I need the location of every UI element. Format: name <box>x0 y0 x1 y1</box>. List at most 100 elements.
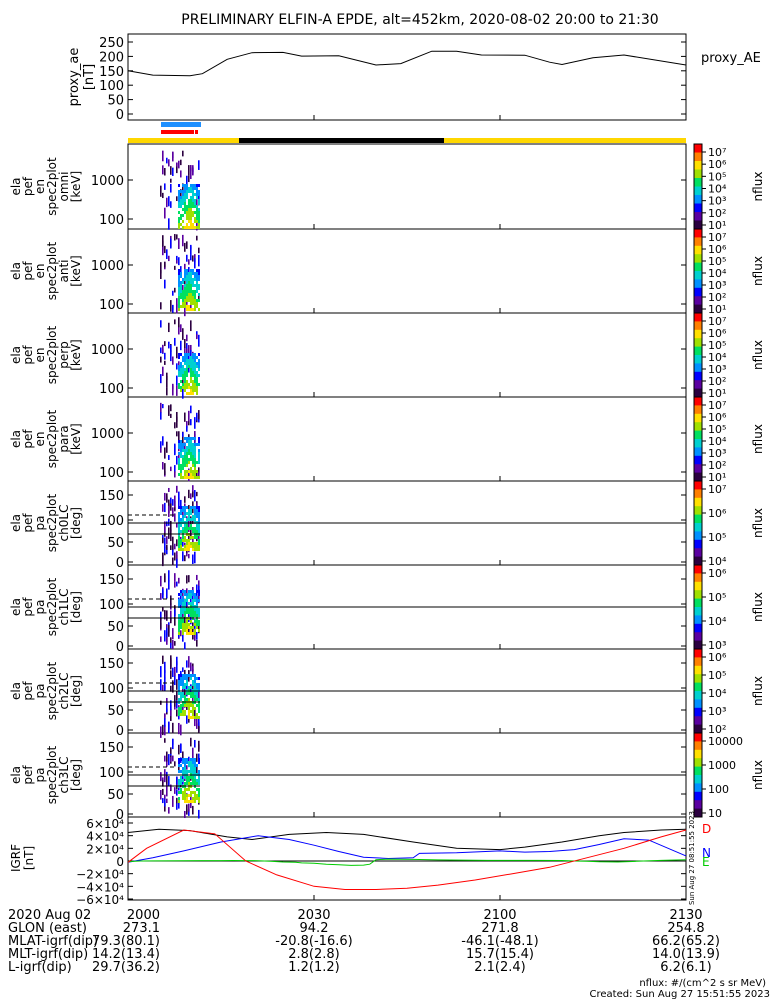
spectrogram-cell <box>162 552 164 565</box>
spectrogram-cell <box>178 764 180 771</box>
spectrogram-cell <box>170 756 172 762</box>
spectrogram-core-cell <box>190 455 192 458</box>
spectrogram-core-cell <box>182 458 184 461</box>
spectrogram-core-cell <box>180 698 182 701</box>
spectrogram-core-cell <box>194 527 196 530</box>
spectrogram-cell <box>160 790 162 800</box>
spectrogram-core-cell <box>192 296 194 299</box>
spectrogram-core-cell <box>198 800 200 803</box>
spectrogram-cell <box>188 521 190 532</box>
spectrogram-core-cell <box>184 202 186 205</box>
spectrogram-core-cell <box>182 602 184 605</box>
spectrogram-core-cell <box>184 509 186 512</box>
spectrogram-core-cell <box>184 782 186 785</box>
panel-ylabel: ch0LC <box>57 505 71 542</box>
spectrogram-core-cell <box>198 527 200 530</box>
spectrogram-core-cell <box>192 392 194 395</box>
spectrogram-core-cell <box>194 449 196 452</box>
spectrogram-core-cell <box>180 389 182 392</box>
panel-ylabel: para <box>57 425 71 452</box>
spectrogram-core-cell <box>194 776 196 779</box>
spectrogram-cell <box>166 637 168 645</box>
spectrogram-core-cell <box>192 383 194 386</box>
spectrogram-core-cell <box>198 190 200 193</box>
spectrogram-core-cell <box>180 599 182 602</box>
panel-frame-en_para <box>127 396 687 482</box>
spectrogram-core-cell <box>194 677 196 680</box>
colorbar-unit: nflux <box>751 676 765 706</box>
spectrogram-core-cell <box>192 281 194 284</box>
spectrogram-core-cell <box>182 202 184 205</box>
spectrogram-cell <box>162 798 164 804</box>
spectrogram-core-cell <box>188 509 190 512</box>
spectrogram-core-cell <box>180 512 182 515</box>
spectrogram-cell <box>186 804 188 813</box>
colorbar-segment <box>694 741 702 751</box>
spectrogram-core-cell <box>180 674 182 677</box>
spectrogram-core-cell <box>184 464 186 467</box>
spectrogram-core-cell <box>198 614 200 617</box>
spectrogram-core-cell <box>198 776 200 779</box>
spectrogram-cell <box>170 595 172 606</box>
spectrogram-cell <box>160 636 162 642</box>
spectrogram-core-cell <box>184 296 186 299</box>
spectrogram-cell <box>172 356 174 365</box>
spectrogram-cell <box>166 697 168 705</box>
spectrogram-core-cell <box>178 761 180 764</box>
spectrogram-cell <box>188 803 190 812</box>
spectrogram-core-cell <box>192 443 194 446</box>
spectrogram-core-cell <box>182 761 184 764</box>
spectrogram-core-cell <box>184 530 186 533</box>
spectrogram-core-cell <box>186 545 188 548</box>
spectrogram-core-cell <box>188 788 190 791</box>
collection-bar-end <box>195 130 198 134</box>
spectrogram-cell <box>166 610 168 621</box>
spectrogram-core-cell <box>186 284 188 287</box>
spectrogram-core-cell <box>196 281 198 284</box>
spectrogram-core-cell <box>186 362 188 365</box>
spectrogram-core-cell <box>180 223 182 226</box>
spectrogram-core-cell <box>194 782 196 785</box>
spectrogram-core-cell <box>184 305 186 308</box>
spectrogram-cell <box>190 320 192 332</box>
panel-ytick-label: 0 <box>116 808 124 823</box>
spectrogram-core-cell <box>194 470 196 473</box>
spectrogram-core-cell <box>180 284 182 287</box>
spectrogram-cell <box>194 490 196 502</box>
spectrogram-core-cell <box>186 281 188 284</box>
spectrogram-core-cell <box>192 545 194 548</box>
colorbar-segment <box>694 296 702 306</box>
spectrogram-core-cell <box>196 389 198 392</box>
colorbar-segment <box>694 489 702 499</box>
spectrogram-cell <box>170 529 172 542</box>
panel-frame-en_omni <box>127 143 687 230</box>
spectrogram-core-cell <box>194 293 196 296</box>
spectrogram-cell <box>176 196 178 201</box>
spectrogram-cell <box>164 245 166 254</box>
spectrogram-core-cell <box>184 794 186 797</box>
spectrogram-core-cell <box>180 758 182 761</box>
spectrogram-core-cell <box>186 374 188 377</box>
spectrogram-cell <box>170 413 172 418</box>
spectrogram-core-cell <box>188 290 190 293</box>
spectrogram-cell <box>186 765 188 770</box>
spectrogram-core-cell <box>188 794 190 797</box>
panel-ylabel: [keV] <box>69 255 83 286</box>
spectrogram-core-cell <box>198 374 200 377</box>
spectrogram-cell <box>176 375 178 386</box>
spectrogram-cell <box>166 627 168 638</box>
spectrogram-core-cell <box>182 506 184 509</box>
colorbar-label: 10⁵ <box>708 591 726 604</box>
spectrogram-core-cell <box>190 269 192 272</box>
spectrogram-core-cell <box>180 455 182 458</box>
proxy-ae-ylabel: proxy_ae <box>67 48 82 107</box>
spectrogram-cell <box>164 661 166 673</box>
spectrogram-core-cell <box>194 467 196 470</box>
spectrogram-cell <box>172 795 174 807</box>
spectrogram-cell <box>176 385 178 396</box>
spectrogram-core-cell <box>178 782 180 785</box>
spectrogram-cell <box>196 491 198 497</box>
panel-ylabel: ela <box>9 766 23 784</box>
spectrogram-core-cell <box>192 710 194 713</box>
spectrogram-core-cell <box>190 674 192 677</box>
